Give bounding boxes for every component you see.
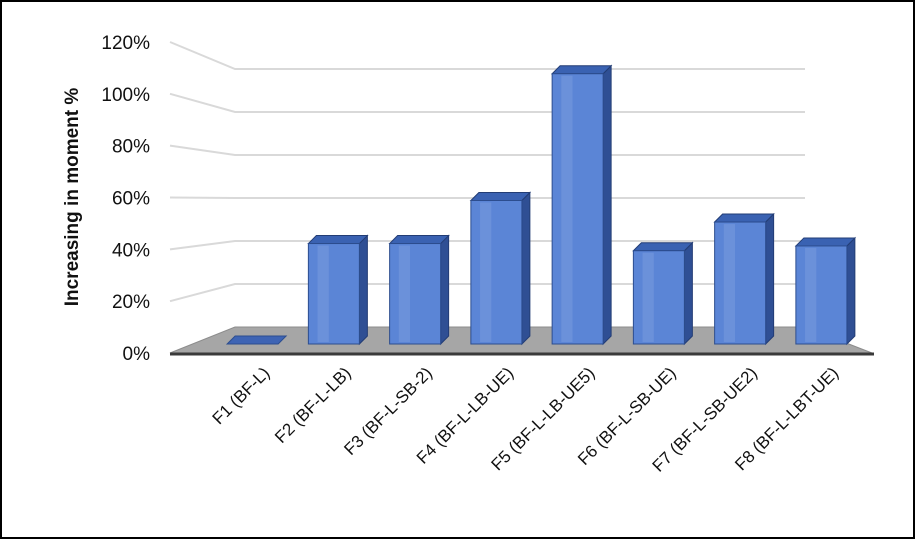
x-tick-label: F1 (BF-L): [209, 363, 274, 428]
y-tick-label: 40%: [112, 240, 150, 261]
bar: [307, 234, 369, 346]
bar: [632, 241, 694, 346]
bars: [225, 64, 857, 346]
gridlines: [169, 41, 805, 303]
gridline: [169, 283, 805, 303]
bar: [794, 236, 857, 346]
y-tick-label: 60%: [112, 189, 150, 210]
y-tick-label: 0%: [123, 344, 151, 365]
gridline: [169, 240, 805, 251]
bar: [713, 212, 775, 346]
gridline: [169, 92, 805, 113]
y-axis-label: Increasing in moment %: [62, 88, 83, 307]
y-tick-label: 20%: [112, 292, 150, 313]
x-tick-label: F2 (BF-L-LB): [271, 363, 355, 447]
y-tick-label: 120%: [101, 33, 150, 54]
x-axis-ticks: F1 (BF-L)F2 (BF-L-LB)F3 (BF-L-SB-2)F4 (B…: [209, 363, 843, 475]
y-axis-ticks: 0% 20% 40% 60% 80% 100% 120%: [101, 33, 150, 365]
bar: [388, 234, 450, 346]
y-tick-label: 100%: [101, 85, 150, 106]
gridline: [169, 144, 805, 156]
y-tick-label: 80%: [112, 137, 150, 158]
bar: [469, 191, 532, 346]
bar: [550, 64, 613, 346]
gridline: [169, 196, 805, 199]
gridline: [169, 41, 805, 70]
bar: [225, 335, 288, 345]
